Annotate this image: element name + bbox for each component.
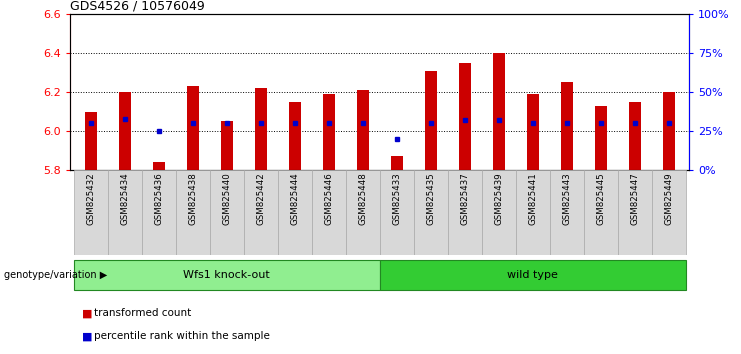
- FancyBboxPatch shape: [176, 170, 210, 255]
- Text: transformed count: transformed count: [94, 308, 191, 318]
- Text: GSM825440: GSM825440: [222, 172, 231, 225]
- Bar: [323, 94, 335, 170]
- FancyBboxPatch shape: [379, 170, 413, 255]
- Bar: [221, 121, 233, 170]
- FancyBboxPatch shape: [448, 170, 482, 255]
- FancyBboxPatch shape: [142, 170, 176, 255]
- Text: GSM825438: GSM825438: [188, 172, 197, 225]
- Text: GSM825445: GSM825445: [597, 172, 605, 225]
- Text: ■: ■: [82, 331, 92, 341]
- Text: GSM825435: GSM825435: [426, 172, 435, 225]
- Text: GSM825439: GSM825439: [494, 172, 503, 225]
- Text: genotype/variation ▶: genotype/variation ▶: [4, 270, 107, 280]
- FancyBboxPatch shape: [107, 170, 142, 255]
- Bar: [255, 88, 267, 170]
- Bar: [119, 92, 130, 170]
- Bar: [629, 102, 641, 170]
- FancyBboxPatch shape: [74, 170, 107, 255]
- Text: ■: ■: [82, 308, 92, 318]
- Text: wild type: wild type: [508, 269, 558, 280]
- Bar: [391, 156, 402, 170]
- Bar: [84, 112, 97, 170]
- Bar: [662, 92, 675, 170]
- FancyBboxPatch shape: [516, 170, 550, 255]
- Text: GSM825436: GSM825436: [154, 172, 163, 225]
- Bar: [425, 70, 436, 170]
- Text: GSM825446: GSM825446: [325, 172, 333, 225]
- Bar: [187, 86, 199, 170]
- FancyBboxPatch shape: [482, 170, 516, 255]
- FancyBboxPatch shape: [346, 170, 379, 255]
- Text: GSM825433: GSM825433: [392, 172, 402, 225]
- Text: GSM825441: GSM825441: [528, 172, 537, 225]
- Bar: [595, 105, 607, 170]
- FancyBboxPatch shape: [618, 170, 652, 255]
- FancyBboxPatch shape: [413, 170, 448, 255]
- Text: GSM825444: GSM825444: [290, 172, 299, 225]
- Bar: [493, 53, 505, 170]
- FancyBboxPatch shape: [210, 170, 244, 255]
- FancyBboxPatch shape: [74, 260, 379, 290]
- Bar: [527, 94, 539, 170]
- Text: Wfs1 knock-out: Wfs1 knock-out: [184, 269, 270, 280]
- Bar: [289, 102, 301, 170]
- Text: GSM825448: GSM825448: [358, 172, 368, 225]
- Text: GDS4526 / 10576049: GDS4526 / 10576049: [70, 0, 205, 13]
- Text: GSM825437: GSM825437: [460, 172, 469, 225]
- Text: percentile rank within the sample: percentile rank within the sample: [94, 331, 270, 341]
- Bar: [153, 162, 165, 170]
- Text: GSM825449: GSM825449: [664, 172, 674, 225]
- Bar: [357, 90, 369, 170]
- FancyBboxPatch shape: [244, 170, 278, 255]
- Text: GSM825434: GSM825434: [120, 172, 129, 225]
- FancyBboxPatch shape: [379, 260, 685, 290]
- Text: GSM825432: GSM825432: [86, 172, 96, 225]
- FancyBboxPatch shape: [312, 170, 346, 255]
- Bar: [459, 63, 471, 170]
- FancyBboxPatch shape: [550, 170, 584, 255]
- FancyBboxPatch shape: [652, 170, 685, 255]
- Bar: [561, 82, 573, 170]
- Text: GSM825447: GSM825447: [631, 172, 639, 225]
- Text: GSM825443: GSM825443: [562, 172, 571, 225]
- FancyBboxPatch shape: [278, 170, 312, 255]
- FancyBboxPatch shape: [584, 170, 618, 255]
- Text: GSM825442: GSM825442: [256, 172, 265, 225]
